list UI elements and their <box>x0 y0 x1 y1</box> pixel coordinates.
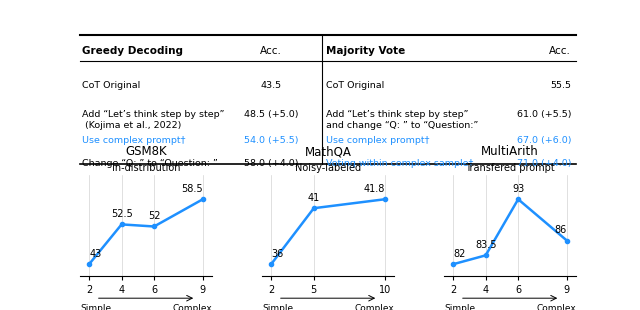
Text: 52: 52 <box>148 211 161 221</box>
Text: 86: 86 <box>555 225 567 235</box>
Text: In-distribution: In-distribution <box>112 162 180 173</box>
Text: Complex: Complex <box>354 304 394 310</box>
Text: 36: 36 <box>271 249 284 259</box>
Text: 41: 41 <box>308 193 320 203</box>
Text: CoT Original: CoT Original <box>326 81 384 90</box>
Text: Add “Let’s think step by step”
 (Kojima et al., 2022): Add “Let’s think step by step” (Kojima e… <box>83 110 225 130</box>
Text: Change “Q: ” to “Question: ”: Change “Q: ” to “Question: ” <box>83 159 218 168</box>
Text: Voting within complex sample†: Voting within complex sample† <box>326 159 473 168</box>
Text: Greedy Decoding: Greedy Decoding <box>83 46 184 56</box>
Text: 61.0 (+5.5): 61.0 (+5.5) <box>516 110 571 119</box>
Title: MultiArith: MultiArith <box>481 145 539 158</box>
Text: Complex: Complex <box>172 304 212 310</box>
Text: Use complex prompt†: Use complex prompt† <box>83 136 186 145</box>
Text: Acc.: Acc. <box>260 46 282 56</box>
Text: Simple: Simple <box>262 304 293 310</box>
Text: Majority Vote: Majority Vote <box>326 46 404 56</box>
Text: 93: 93 <box>512 184 524 194</box>
Text: 58.5: 58.5 <box>181 184 203 194</box>
Text: Add “Let’s think step by step”
and change “Q: ” to “Question:”: Add “Let’s think step by step” and chang… <box>326 110 478 130</box>
Text: 83.5: 83.5 <box>475 240 497 250</box>
Text: Use complex prompt†: Use complex prompt† <box>326 136 429 145</box>
Text: 82: 82 <box>453 249 465 259</box>
Title: GSM8K: GSM8K <box>125 145 167 158</box>
Text: 55.5: 55.5 <box>550 81 571 90</box>
Title: MathQA: MathQA <box>305 145 351 158</box>
Text: Transfered prompt: Transfered prompt <box>465 162 555 173</box>
Text: CoT Original: CoT Original <box>83 81 141 90</box>
Text: 41.8: 41.8 <box>364 184 385 194</box>
Text: Simple: Simple <box>444 304 476 310</box>
Text: 43.5: 43.5 <box>260 81 282 90</box>
Text: Noisy-labeled: Noisy-labeled <box>295 162 361 173</box>
Text: Acc.: Acc. <box>549 46 571 56</box>
Text: 54.0 (+5.5): 54.0 (+5.5) <box>244 136 298 145</box>
Text: Simple: Simple <box>80 304 111 310</box>
Text: 52.5: 52.5 <box>111 209 132 219</box>
Text: 67.0 (+6.0): 67.0 (+6.0) <box>516 136 571 145</box>
Text: Complex: Complex <box>536 304 576 310</box>
Text: 48.5 (+5.0): 48.5 (+5.0) <box>244 110 298 119</box>
Text: 58.0 (+4.0): 58.0 (+4.0) <box>244 159 298 168</box>
Text: 71.0 (+4.0): 71.0 (+4.0) <box>516 159 571 168</box>
Text: 43: 43 <box>89 249 101 259</box>
